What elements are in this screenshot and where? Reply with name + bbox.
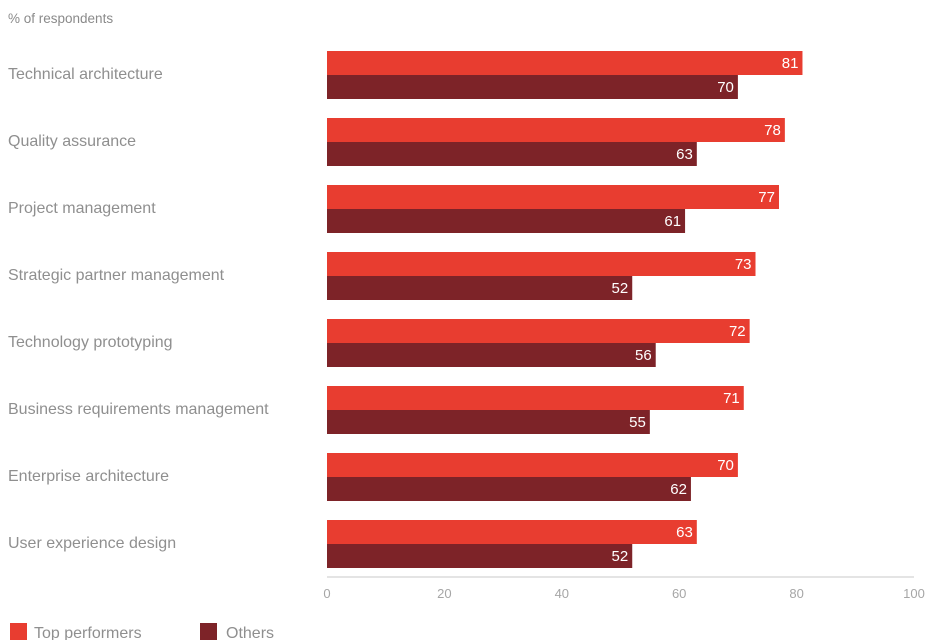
data-label: 52 xyxy=(612,280,629,297)
legend: Top performers Others xyxy=(10,623,274,640)
category-label: User experience design xyxy=(8,535,176,552)
data-label: 63 xyxy=(676,524,693,541)
category-label: Technical architecture xyxy=(8,66,163,83)
data-label: 71 xyxy=(723,390,740,407)
data-label: 78 xyxy=(764,122,781,139)
legend-swatch-top-performers xyxy=(10,623,27,640)
x-tick-label: 20 xyxy=(437,586,451,601)
bar-top-performers xyxy=(327,386,744,410)
category-label: Project management xyxy=(8,200,156,217)
bar-top-performers xyxy=(327,319,750,343)
x-tick-label: 80 xyxy=(789,586,803,601)
bar-top-performers xyxy=(327,453,738,477)
bar-others xyxy=(327,209,686,233)
legend-label: Top performers xyxy=(34,625,142,640)
bar-others xyxy=(327,477,691,501)
x-axis: 0 20 40 60 80 100 xyxy=(323,576,925,601)
bar-top-performers xyxy=(327,51,803,75)
category-label: Strategic partner management xyxy=(8,267,225,284)
data-label: 62 xyxy=(670,481,687,498)
chart-subtitle: % of respondents xyxy=(8,11,113,26)
data-label: 72 xyxy=(729,323,746,340)
bar-top-performers xyxy=(327,520,697,544)
legend-swatch-others xyxy=(200,623,217,640)
data-label: 55 xyxy=(629,414,646,431)
category-label: Quality assurance xyxy=(8,133,136,150)
x-tick-label: 60 xyxy=(672,586,686,601)
data-label: 73 xyxy=(735,256,752,273)
bar-others xyxy=(327,544,633,568)
category-label: Business requirements management xyxy=(8,401,269,418)
data-label: 81 xyxy=(782,55,799,72)
bar-others xyxy=(327,343,656,367)
x-tick-label: 0 xyxy=(323,586,330,601)
bar-top-performers xyxy=(327,185,779,209)
category-label: Technology prototyping xyxy=(8,334,173,351)
bar-others xyxy=(327,410,650,434)
bar-top-performers xyxy=(327,118,785,142)
data-label: 70 xyxy=(717,457,734,474)
bar-others xyxy=(327,142,697,166)
category-label: Enterprise architecture xyxy=(8,468,169,485)
x-tick-label: 40 xyxy=(555,586,569,601)
data-label: 63 xyxy=(676,146,693,163)
data-label: 70 xyxy=(717,79,734,96)
bar-others xyxy=(327,276,633,300)
bar-others xyxy=(327,75,738,99)
legend-label: Others xyxy=(226,625,274,640)
x-tick-label: 100 xyxy=(903,586,925,601)
data-label: 56 xyxy=(635,347,652,364)
plot-area: Technical architecture 81 70 Quality assura… xyxy=(8,51,803,568)
bar-top-performers xyxy=(327,252,756,276)
data-label: 77 xyxy=(758,189,775,206)
data-label: 52 xyxy=(612,548,629,565)
data-label: 61 xyxy=(664,213,681,230)
